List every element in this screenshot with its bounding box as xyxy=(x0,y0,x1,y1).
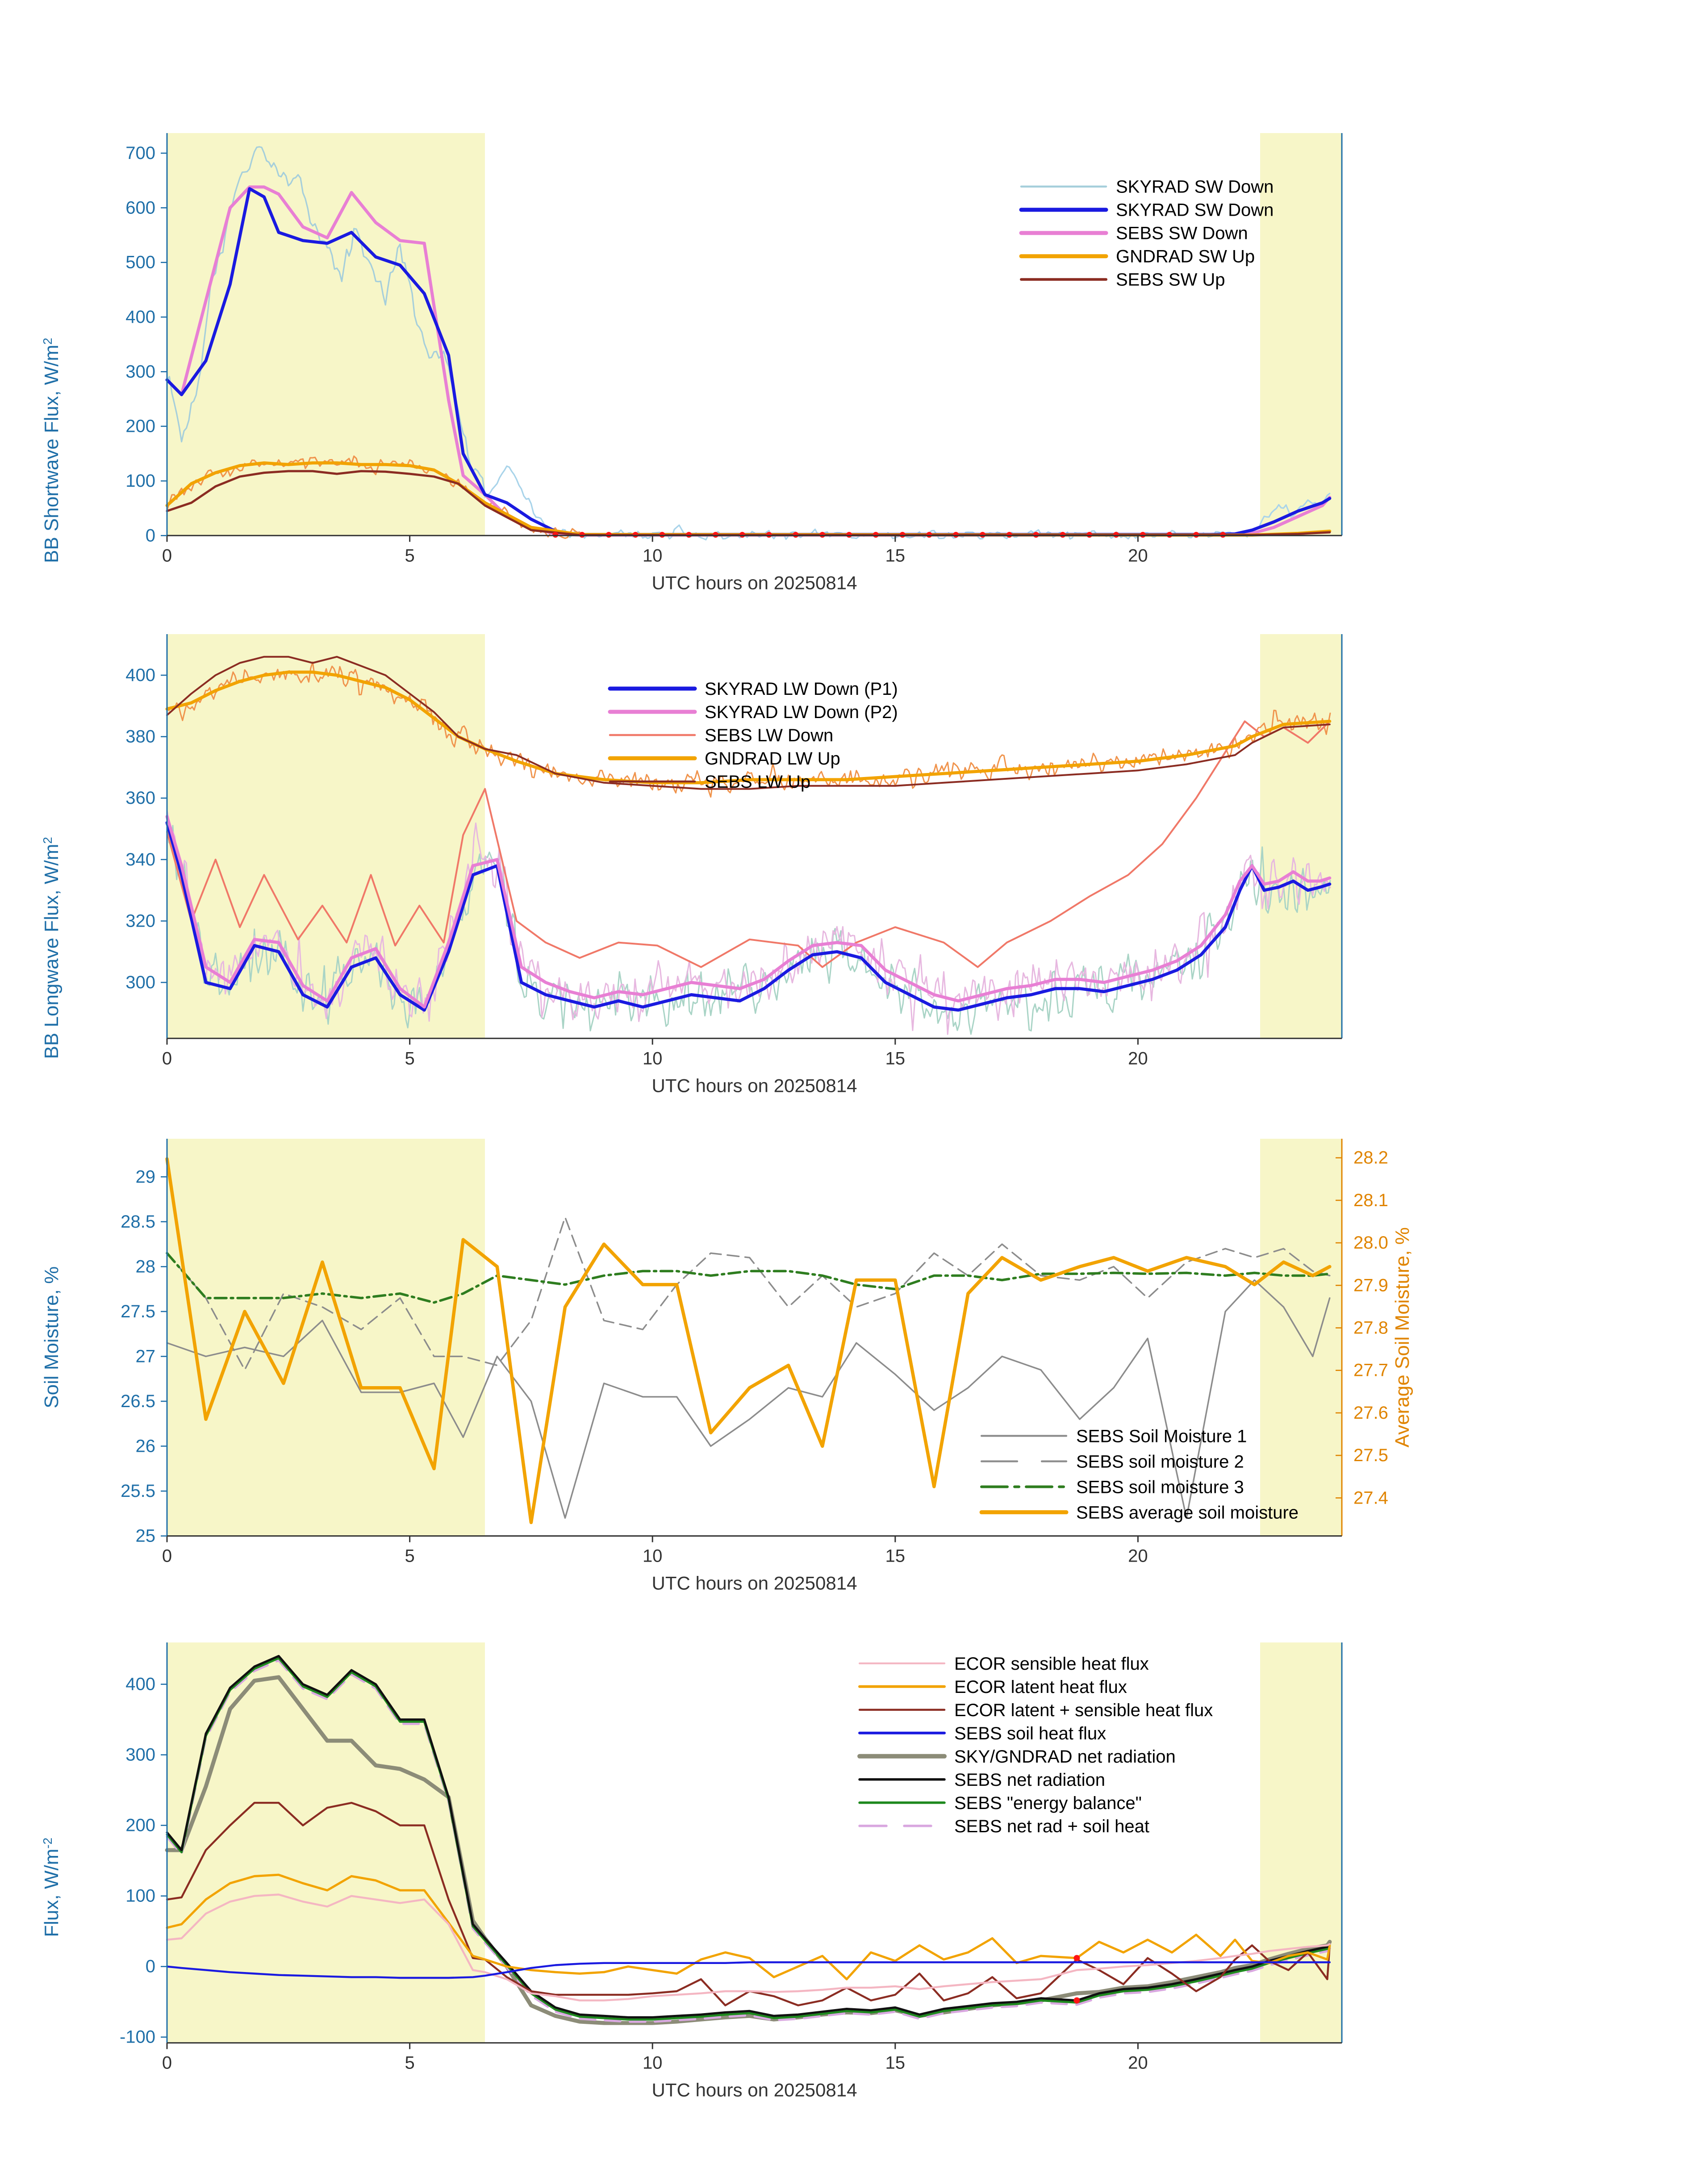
svg-text:0: 0 xyxy=(146,526,155,545)
svg-text:340: 340 xyxy=(125,850,155,869)
svg-text:ECOR latent + sensible heat fl: ECOR latent + sensible heat flux xyxy=(954,1701,1213,1720)
svg-text:SEBS LW Down: SEBS LW Down xyxy=(705,726,833,745)
svg-text:ECOR latent heat flux: ECOR latent heat flux xyxy=(954,1677,1127,1697)
svg-text:SKY/GNDRAD net radiation: SKY/GNDRAD net radiation xyxy=(954,1747,1176,1767)
svg-text:SKYRAD LW Down (P2): SKYRAD LW Down (P2) xyxy=(705,702,898,722)
svg-text:0: 0 xyxy=(162,1546,172,1566)
svg-text:28: 28 xyxy=(136,1257,156,1276)
svg-text:100: 100 xyxy=(125,1886,155,1906)
svg-text:27.8: 27.8 xyxy=(1353,1318,1388,1338)
svg-text:200: 200 xyxy=(125,417,155,436)
svg-text:5: 5 xyxy=(405,1049,414,1068)
svg-text:UTC hours on 20250814: UTC hours on 20250814 xyxy=(652,2080,857,2101)
svg-text:10: 10 xyxy=(643,1049,663,1068)
svg-text:5: 5 xyxy=(405,546,414,565)
svg-text:28.2: 28.2 xyxy=(1353,1148,1388,1168)
svg-text:26.5: 26.5 xyxy=(121,1391,155,1411)
svg-text:0: 0 xyxy=(146,1957,155,1976)
svg-text:100: 100 xyxy=(125,471,155,491)
svg-text:0: 0 xyxy=(162,546,172,565)
svg-text:20: 20 xyxy=(1128,546,1148,565)
svg-text:0: 0 xyxy=(162,1049,172,1068)
svg-text:300: 300 xyxy=(125,1745,155,1765)
svg-text:UTC hours on 20250814: UTC hours on 20250814 xyxy=(652,1075,857,1096)
svg-text:360: 360 xyxy=(125,788,155,808)
svg-text:SKYRAD SW Down: SKYRAD SW Down xyxy=(1116,201,1274,220)
svg-text:-100: -100 xyxy=(120,2027,155,2047)
svg-text:15: 15 xyxy=(885,1049,906,1068)
svg-text:320: 320 xyxy=(125,911,155,931)
svg-text:UTC hours on 20250814: UTC hours on 20250814 xyxy=(652,1573,857,1594)
svg-text:28.0: 28.0 xyxy=(1353,1233,1388,1253)
svg-text:SEBS Soil Moisture 1: SEBS Soil Moisture 1 xyxy=(1076,1426,1247,1446)
svg-text:29: 29 xyxy=(136,1167,156,1187)
svg-text:20: 20 xyxy=(1128,1546,1148,1566)
svg-text:27.6: 27.6 xyxy=(1353,1403,1388,1423)
svg-text:0: 0 xyxy=(162,2053,172,2073)
svg-text:15: 15 xyxy=(885,546,906,565)
svg-text:300: 300 xyxy=(125,973,155,992)
svg-text:500: 500 xyxy=(125,253,155,272)
svg-text:28.1: 28.1 xyxy=(1353,1191,1388,1210)
svg-text:BB Shortwave Flux, W/m2: BB Shortwave Flux, W/m2 xyxy=(41,338,63,563)
svg-text:300: 300 xyxy=(125,362,155,381)
svg-text:20: 20 xyxy=(1128,2053,1148,2073)
svg-text:GNDRAD SW Up: GNDRAD SW Up xyxy=(1116,247,1255,267)
svg-text:10: 10 xyxy=(643,1546,663,1566)
svg-text:15: 15 xyxy=(885,2053,906,2073)
svg-text:UTC hours on 20250814: UTC hours on 20250814 xyxy=(652,572,857,593)
svg-text:BB Longwave Flux, W/m2: BB Longwave Flux, W/m2 xyxy=(41,837,63,1059)
svg-text:Soil Moisture, %: Soil Moisture, % xyxy=(41,1266,63,1408)
svg-text:5: 5 xyxy=(405,1546,414,1566)
svg-text:5: 5 xyxy=(405,2053,414,2073)
svg-text:20: 20 xyxy=(1128,1049,1148,1068)
svg-text:SKYRAD LW Down (P1): SKYRAD LW Down (P1) xyxy=(705,679,898,699)
svg-text:SEBS soil moisture 2: SEBS soil moisture 2 xyxy=(1076,1452,1244,1471)
svg-text:700: 700 xyxy=(125,143,155,163)
svg-text:GNDRAD LW Up: GNDRAD LW Up xyxy=(705,749,840,769)
svg-text:10: 10 xyxy=(643,546,663,565)
svg-text:25.5: 25.5 xyxy=(121,1481,155,1501)
svg-text:Flux, W/m-2: Flux, W/m-2 xyxy=(41,1838,63,1937)
svg-text:SEBS SW Down: SEBS SW Down xyxy=(1116,224,1248,243)
svg-text:SEBS SW Up: SEBS SW Up xyxy=(1116,270,1225,290)
svg-text:400: 400 xyxy=(125,665,155,685)
svg-text:28.5: 28.5 xyxy=(121,1212,155,1232)
svg-text:10: 10 xyxy=(643,2053,663,2073)
svg-text:600: 600 xyxy=(125,198,155,217)
svg-text:SKYRAD SW Down: SKYRAD SW Down xyxy=(1116,177,1274,197)
svg-text:26: 26 xyxy=(136,1436,156,1456)
svg-text:Average Soil Moisture, %: Average Soil Moisture, % xyxy=(1391,1227,1413,1447)
svg-text:SEBS average soil moisture: SEBS average soil moisture xyxy=(1076,1503,1299,1522)
svg-text:27.5: 27.5 xyxy=(121,1302,155,1321)
svg-text:400: 400 xyxy=(125,307,155,327)
svg-text:SEBS net rad + soil heat: SEBS net rad + soil heat xyxy=(954,1817,1149,1836)
svg-text:200: 200 xyxy=(125,1816,155,1835)
svg-text:380: 380 xyxy=(125,727,155,747)
svg-text:27.7: 27.7 xyxy=(1353,1361,1388,1380)
svg-text:400: 400 xyxy=(125,1675,155,1694)
svg-text:SEBS net radiation: SEBS net radiation xyxy=(954,1770,1105,1790)
svg-text:SEBS soil moisture 3: SEBS soil moisture 3 xyxy=(1076,1477,1244,1497)
svg-text:SEBS "energy balance": SEBS "energy balance" xyxy=(954,1793,1142,1813)
svg-text:25: 25 xyxy=(136,1526,156,1546)
svg-text:27.9: 27.9 xyxy=(1353,1275,1388,1295)
svg-text:27.5: 27.5 xyxy=(1353,1446,1388,1465)
svg-text:15: 15 xyxy=(885,1546,906,1566)
svg-text:SEBS LW Up: SEBS LW Up xyxy=(705,772,810,792)
svg-text:ECOR sensible heat flux: ECOR sensible heat flux xyxy=(954,1654,1149,1674)
svg-text:SEBS soil heat flux: SEBS soil heat flux xyxy=(954,1724,1106,1743)
svg-text:27: 27 xyxy=(136,1346,156,1366)
svg-text:27.4: 27.4 xyxy=(1353,1488,1388,1508)
